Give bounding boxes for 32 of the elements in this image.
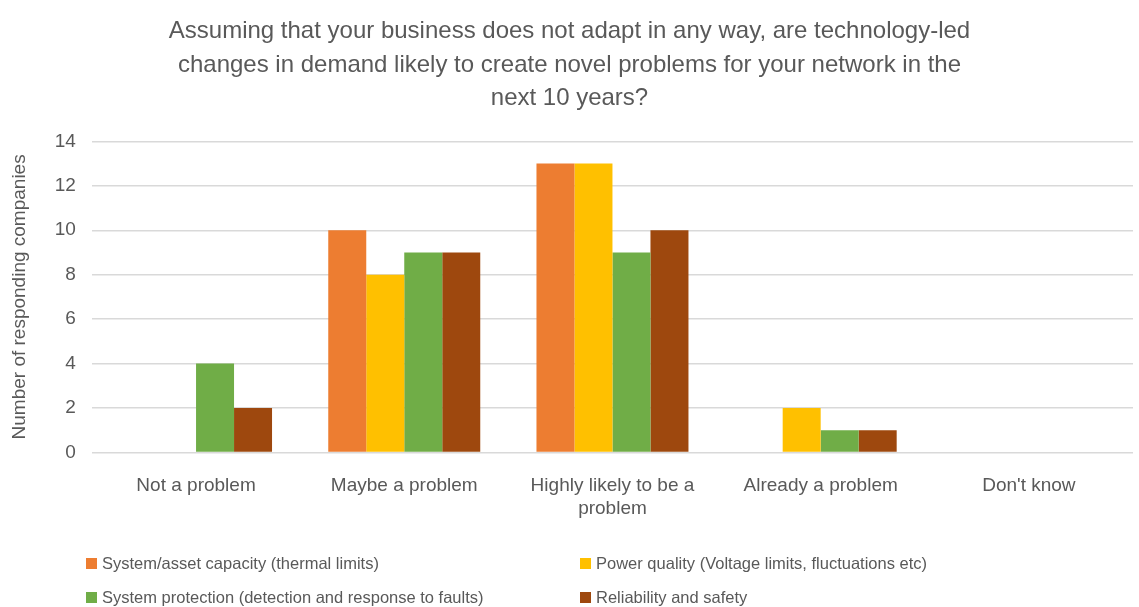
bar [782,407,821,452]
bar [366,274,405,452]
y-tick-label: 2 [65,395,76,417]
x-tick-label: Maybe a problem [330,473,478,495]
x-tick-label: Already a problem [743,473,898,495]
y-tick-label: 10 [54,217,76,239]
bar [820,429,859,452]
y-tick-label: 14 [54,129,77,151]
y-tick-label: 0 [65,440,76,462]
y-tick-label: 12 [54,173,76,195]
bar [858,429,897,452]
y-tick-label: 6 [65,306,76,328]
bar [404,251,443,452]
bar [196,363,235,452]
legend-label: Power quality (Voltage limits, fluctuations etc) [596,553,928,573]
bar [612,251,651,452]
x-tick-label: Highly likely to be a problem [530,473,695,518]
bar [574,163,613,452]
x-tick-label: Not a problem [136,473,256,495]
legend-label: Reliability and safety [596,587,748,607]
y-tick-label: 8 [65,262,76,284]
y-tick-label: 4 [65,351,77,373]
bar [536,163,575,452]
bar [650,229,689,452]
legend-label: System/asset capacity (thermal limits) [102,553,379,573]
bar [442,251,481,452]
chart-title: Assuming that your business does not adapt in any way, are technology-led changes in demand likely to create novel problems for your network in the next 10 years? [167,15,972,112]
y-axis-title: Number of responding companies [7,153,29,439]
bar [234,407,273,452]
legend-label: System protection (detection and response to faults) [102,587,484,607]
bar [328,229,367,452]
x-tick-label: Don't know [982,473,1076,495]
